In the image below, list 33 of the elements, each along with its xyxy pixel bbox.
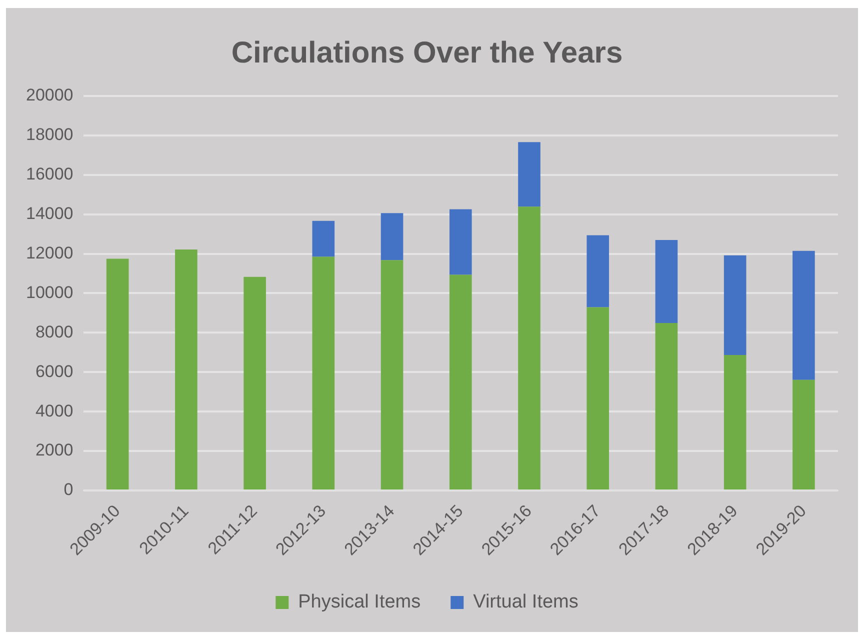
bar (586, 235, 610, 308)
bar (792, 250, 815, 380)
y-tick-label: 16000 (26, 164, 74, 184)
y-tick-label: 18000 (26, 125, 74, 144)
y-tick-label: 20000 (26, 86, 74, 105)
y-tick-label: 14000 (26, 204, 74, 224)
bar (175, 249, 198, 490)
y-tick-label: 12000 (26, 243, 74, 262)
bar (655, 240, 678, 324)
bar (106, 258, 129, 490)
y-tick-label: 2000 (35, 440, 74, 460)
bar (792, 380, 815, 490)
chart-title: Circulations Over the Years (231, 36, 623, 70)
legend-label: Virtual Items (473, 592, 578, 613)
bar (380, 213, 404, 260)
bar (724, 354, 746, 490)
bar (518, 206, 540, 490)
y-tick-label: 6000 (35, 362, 74, 381)
bar (586, 307, 610, 490)
y-tick-label: 8000 (35, 322, 74, 342)
bar (655, 323, 678, 490)
y-tick-label: 0 (64, 480, 74, 500)
bar (449, 274, 472, 490)
y-tick-label: 4000 (35, 401, 74, 420)
bar (244, 276, 266, 490)
bar (724, 255, 746, 355)
legend-label: Physical Items (298, 592, 421, 613)
bar (449, 209, 472, 275)
bar (312, 220, 335, 257)
y-tick-label: 10000 (26, 282, 74, 302)
bar (312, 256, 335, 490)
bar (518, 142, 540, 207)
bar (380, 260, 404, 490)
